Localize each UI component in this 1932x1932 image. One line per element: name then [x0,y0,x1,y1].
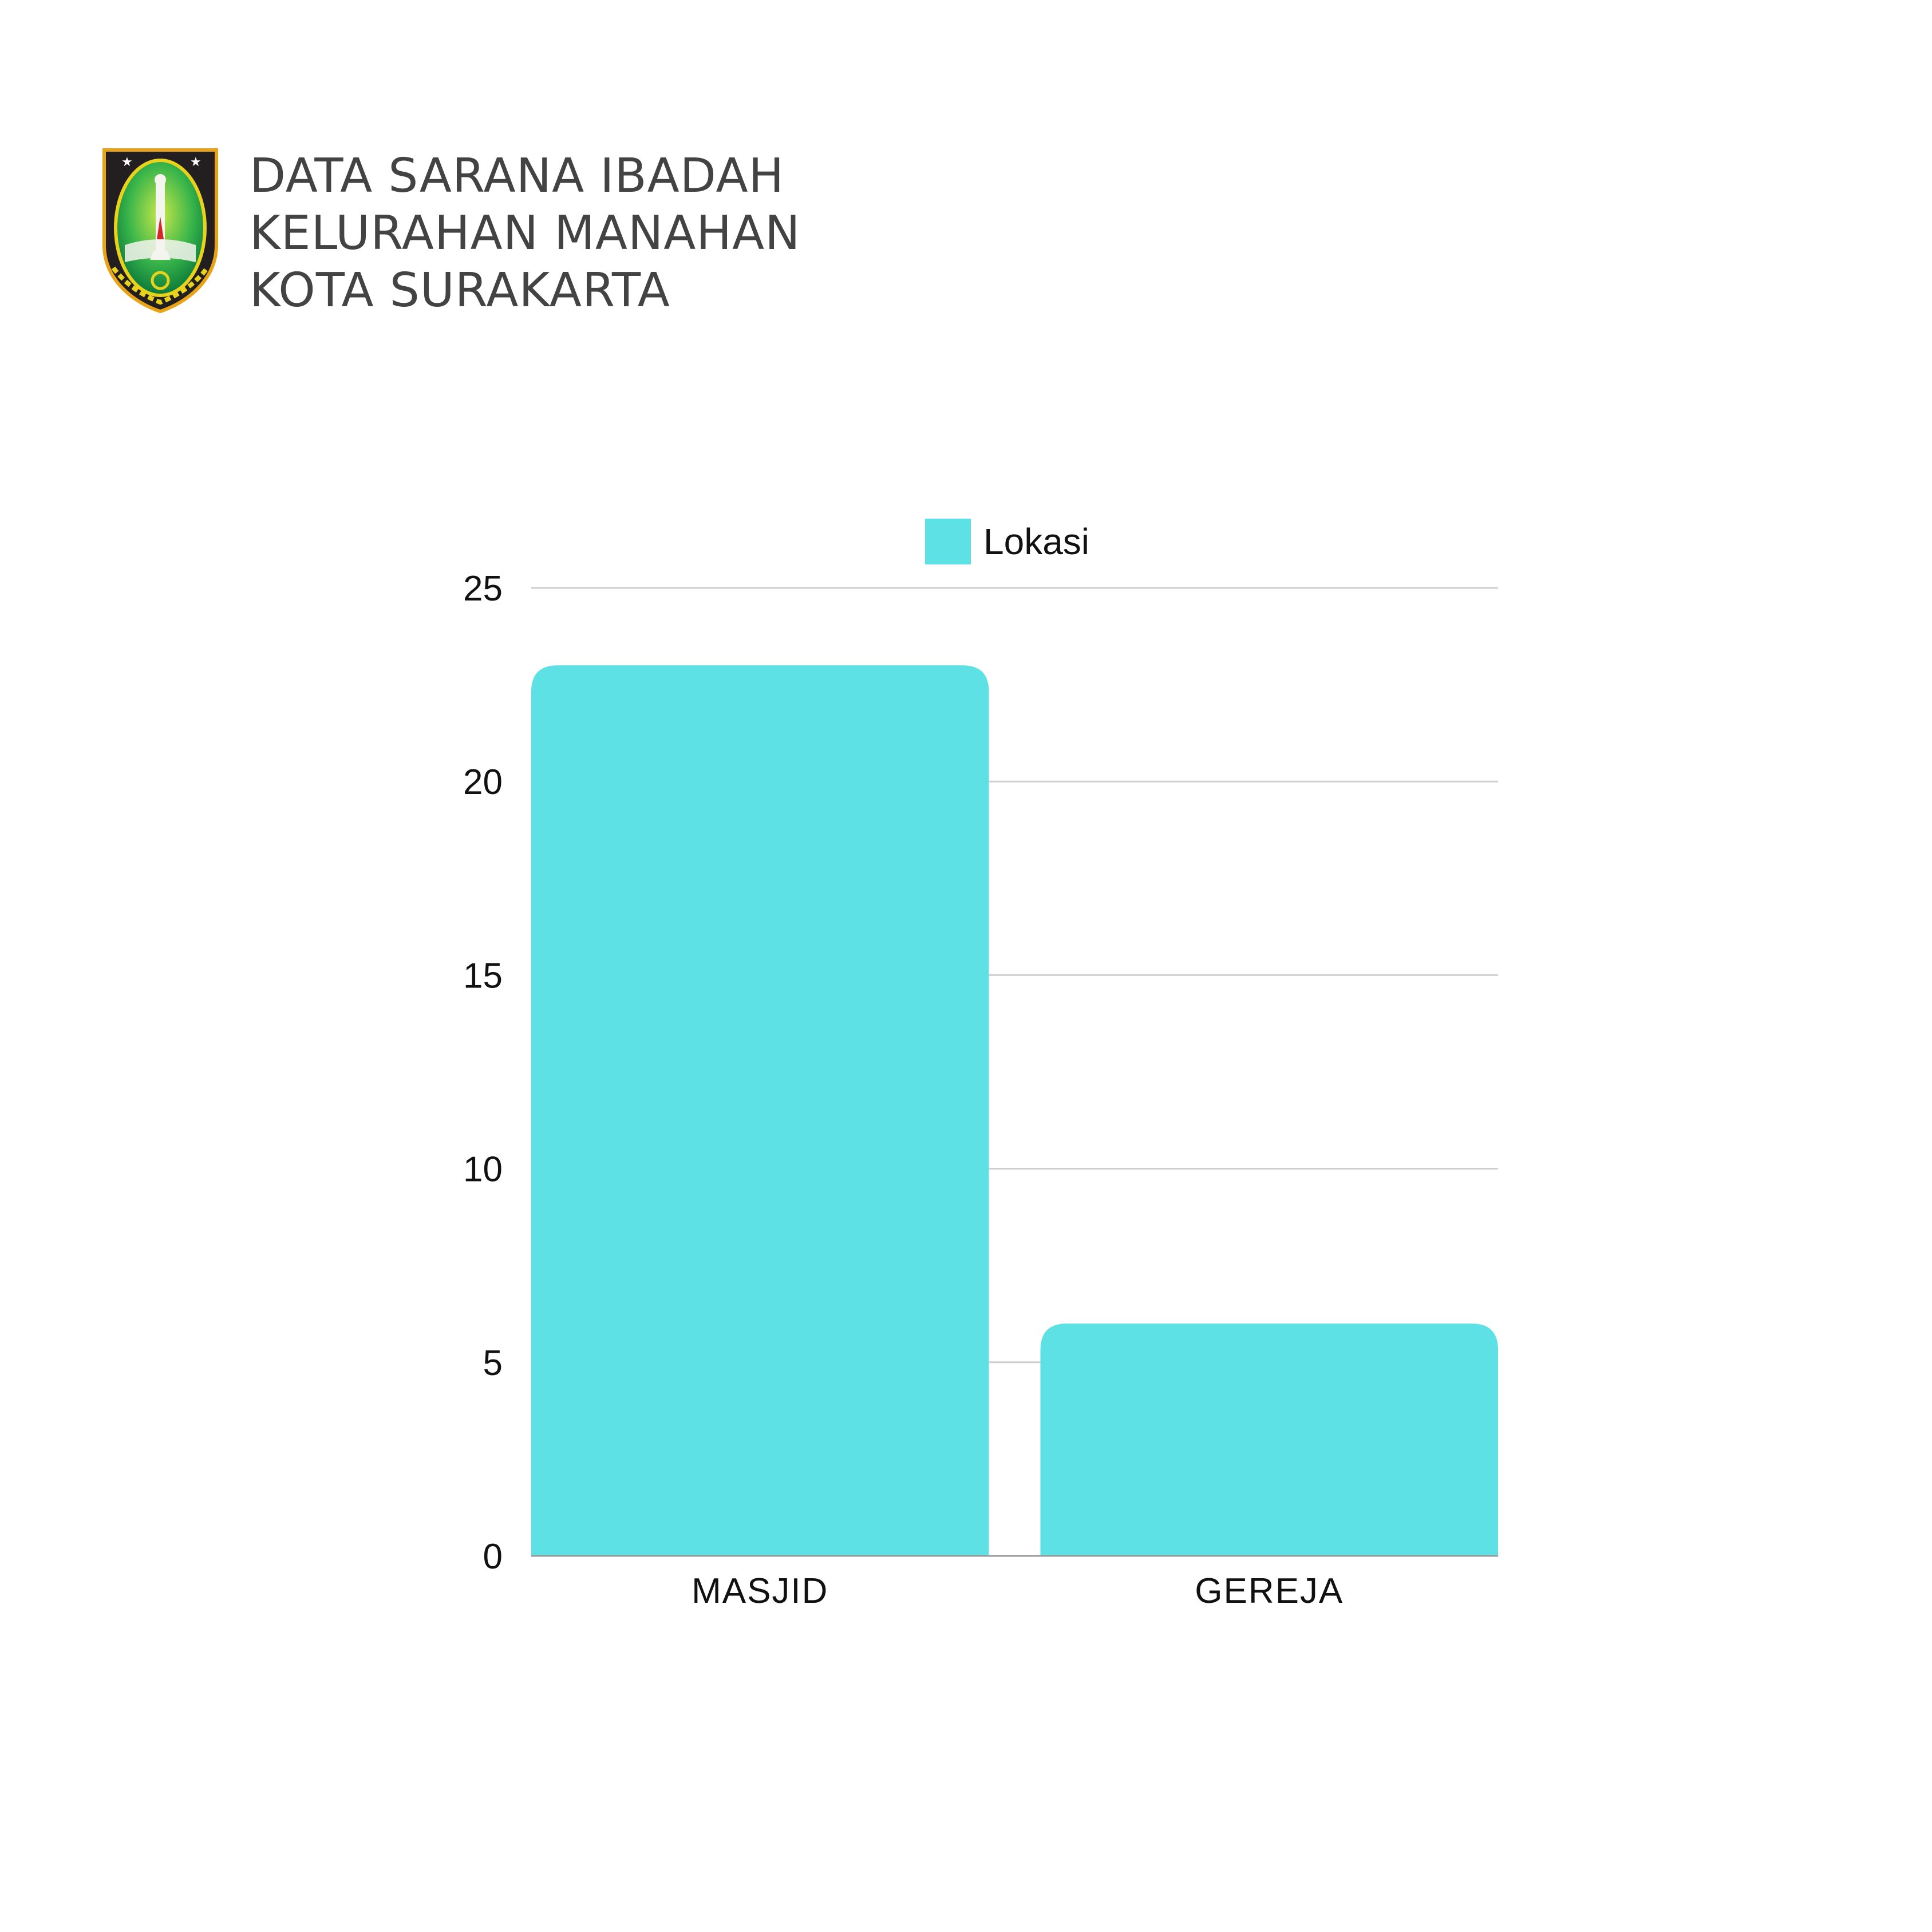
axes: 0 5 10 15 20 25 MASJID GEREJA [463,569,1498,1611]
legend-swatch-lokasi [925,519,971,564]
y-tick-label-25: 25 [463,569,503,609]
legend: Lokasi [925,519,1089,564]
svg-text:★: ★ [121,155,133,169]
legend-label-lokasi: Lokasi [983,521,1089,562]
surakarta-emblem-icon: ★ ★ [102,148,218,314]
bar-gereja [1040,1323,1498,1556]
y-tick-label-0: 0 [483,1537,503,1577]
x-tick-label-masjid: MASJID [692,1571,828,1611]
svg-text:★: ★ [190,155,202,169]
y-tick-label-10: 10 [463,1150,503,1190]
title-line-3: KOTA SURAKARTA [250,263,670,318]
header: ★ ★ DATA SARANA IBADAH KELURAHAN MANAHAN… [102,148,903,319]
x-tick-label-gereja: GEREJA [1195,1571,1344,1611]
title-line-2: KELURAHAN MANAHAN [250,206,801,260]
title-line-1: DATA SARANA IBADAH [250,149,785,203]
page-title: DATA SARANA IBADAH KELURAHAN MANAHAN KOT… [250,148,800,319]
bar-masjid [531,665,989,1556]
y-tick-label-5: 5 [483,1344,503,1383]
bars [531,665,1498,1556]
y-tick-label-20: 20 [463,762,503,802]
y-tick-label-15: 15 [463,956,503,995]
